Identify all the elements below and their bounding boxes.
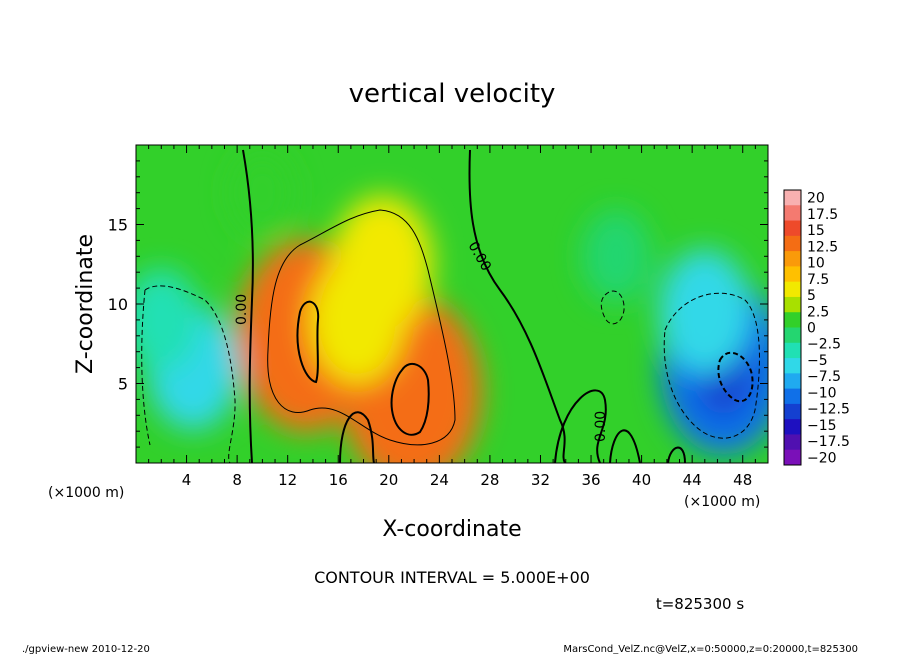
colorbar-swatch-14 bbox=[784, 403, 801, 420]
x-tick-label-3: 16 bbox=[329, 471, 348, 489]
y-axis-label: Z-coordinate bbox=[73, 234, 98, 374]
colorbar-swatch-10 bbox=[784, 342, 801, 359]
colorbar-swatch-12 bbox=[784, 373, 801, 390]
y-tick-label-0: 5 bbox=[118, 375, 128, 394]
colorbar-swatch-17 bbox=[784, 449, 801, 466]
x-tick-label-10: 44 bbox=[683, 471, 702, 489]
colorbar-label-5: 7.5 bbox=[807, 272, 829, 288]
colorbar-label-13: −12.5 bbox=[807, 402, 850, 418]
chart-title: vertical velocity bbox=[349, 79, 556, 109]
x-tick-label-0: 4 bbox=[182, 471, 192, 489]
colorbar-frame bbox=[783, 189, 802, 466]
contour-bottom-lobes bbox=[339, 389, 686, 463]
x-axis: 4 8 12 16 20 24 28 32 36 40 44 48 bbox=[148, 145, 756, 489]
colorbar-swatch-15 bbox=[784, 419, 801, 435]
colorbar-swatch-1 bbox=[784, 205, 801, 222]
colorbar-label-15: −17.5 bbox=[807, 434, 850, 450]
colorbar-swatch-13 bbox=[784, 388, 801, 405]
colorbar-swatch-6 bbox=[784, 281, 801, 298]
x-tick-label-5: 24 bbox=[430, 471, 449, 489]
colorbar-swatch-11 bbox=[784, 358, 801, 374]
colorbar-swatch-7 bbox=[784, 296, 801, 313]
colorbar-label-4: 10 bbox=[807, 256, 825, 272]
x-tick-label-6: 28 bbox=[480, 471, 499, 489]
x-tick-label-2: 12 bbox=[278, 471, 297, 489]
y-axis: 5 10 15 bbox=[108, 160, 768, 448]
colorbar-label-0: 20 bbox=[807, 191, 825, 207]
contour-neg-core bbox=[717, 351, 754, 403]
x-axis-unit-right: (×1000 m) bbox=[684, 494, 760, 510]
contour-label-3: 0.00 bbox=[593, 411, 609, 442]
colorbar-swatch-2 bbox=[784, 220, 801, 237]
footer-left: ./gpview-new 2010-12-20 bbox=[22, 644, 150, 654]
contour-neg-small bbox=[600, 290, 625, 325]
field-cell-0 bbox=[230, 150, 295, 236]
contour-label-1: 0.00 bbox=[234, 294, 250, 325]
colorbar-label-6: 5 bbox=[807, 288, 816, 304]
colorbar-label-2: 15 bbox=[807, 223, 825, 239]
colorbar-label-14: −15 bbox=[807, 418, 837, 434]
field-cell-7 bbox=[581, 209, 652, 304]
plot-area: 0.00 0.00 0.00 bbox=[136, 145, 768, 463]
colorbar-label-16: −20 bbox=[807, 450, 837, 466]
field-cell-core-2 bbox=[380, 338, 444, 445]
colorbar-swatch-16 bbox=[784, 434, 801, 451]
contour-ten-b bbox=[390, 362, 430, 436]
x-tick-label-8: 36 bbox=[581, 471, 600, 489]
field-cell-4 bbox=[309, 255, 405, 385]
y-tick-label-1: 10 bbox=[108, 295, 128, 314]
contour-zero-mid bbox=[468, 149, 566, 463]
colorbar: 2017.51512.5107.552.50−2.5−5−7.5−10−12.5… bbox=[783, 189, 850, 466]
x-axis-unit-left: (×1000 m) bbox=[48, 485, 124, 501]
colorbar-swatch-0 bbox=[784, 190, 801, 206]
field-cells bbox=[136, 150, 768, 463]
colorbar-label-10: −5 bbox=[807, 353, 828, 369]
colorbar-label-11: −7.5 bbox=[807, 369, 841, 385]
time-text: t=825300 s bbox=[656, 595, 744, 613]
y-tick-label-2: 15 bbox=[108, 216, 128, 235]
colorbar-swatch-8 bbox=[784, 312, 801, 328]
contour-interval-text: CONTOUR INTERVAL = 5.000E+00 bbox=[314, 568, 590, 587]
field-cell-9 bbox=[658, 249, 751, 375]
contour-zero-left bbox=[242, 149, 254, 463]
colorbar-swatch-5 bbox=[784, 266, 801, 283]
contour-lines bbox=[141, 149, 760, 463]
footer-right: MarsCond_VelZ.nc@VelZ,x=0:50000,z=0:2000… bbox=[563, 644, 858, 654]
x-tick-label-11: 48 bbox=[733, 471, 752, 489]
field-cell-6 bbox=[136, 268, 200, 372]
contour-five-outer bbox=[267, 209, 456, 446]
x-tick-label-1: 8 bbox=[232, 471, 242, 489]
colorbar-label-3: 12.5 bbox=[807, 239, 838, 255]
colorbar-swatch-4 bbox=[784, 251, 801, 267]
colorbar-label-7: 2.5 bbox=[807, 304, 829, 320]
contour-neg-left bbox=[141, 285, 236, 463]
colorbar-label-12: −10 bbox=[807, 385, 837, 401]
x-tick-label-9: 40 bbox=[632, 471, 651, 489]
contour-neg-right bbox=[663, 292, 760, 439]
colorbar-label-1: 17.5 bbox=[807, 207, 838, 223]
colorbar-label-9: −2.5 bbox=[807, 337, 841, 353]
x-tick-label-4: 20 bbox=[379, 471, 398, 489]
contour-ten-a bbox=[296, 300, 320, 384]
colorbar-swatch-3 bbox=[784, 235, 801, 252]
x-tick-label-7: 32 bbox=[531, 471, 550, 489]
x-axis-label: X-coordinate bbox=[382, 517, 521, 542]
colorbar-swatch-9 bbox=[784, 327, 801, 344]
colorbar-label-8: 0 bbox=[807, 321, 816, 337]
